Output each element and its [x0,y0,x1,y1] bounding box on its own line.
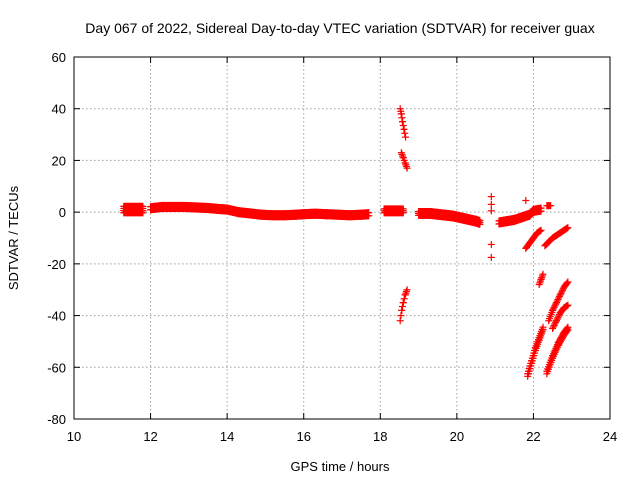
data-point [399,205,407,213]
data-point [555,294,563,302]
data-markers [120,105,572,380]
y-tick-label: -20 [47,257,66,272]
data-point [551,302,559,310]
data-point [564,301,572,309]
data-point [550,321,558,329]
data-point [563,324,571,332]
data-point [538,272,546,280]
x-tick-label: 22 [526,429,540,444]
data-point [552,317,560,325]
data-point [399,152,407,160]
data-point [555,292,563,300]
data-point [564,278,572,286]
x-tick-label: 16 [296,429,310,444]
data-point [551,320,559,328]
data-point [398,118,406,126]
x-tick-label: 24 [603,429,617,444]
y-axis-label: SDTVAR / TECUs [6,185,21,290]
x-tick-label: 12 [143,429,157,444]
data-point [553,297,561,305]
y-tick-label: -40 [47,309,66,324]
data-point [555,312,563,320]
data-point [536,279,544,287]
data-point [554,296,562,304]
data-point [549,305,557,313]
data-point [398,303,406,311]
data-point [537,226,545,234]
data-point [549,325,557,332]
data-point [539,270,547,278]
data-point [549,323,557,331]
data-point [398,306,406,314]
y-tick-label: 20 [52,153,66,168]
data-point [552,299,560,307]
data-point [397,312,405,320]
axis-ticks: 10 12 14 16 18 20 22 24 -80 -60 -40 -20 0 20 40 60 [47,50,617,444]
data-point [535,281,543,289]
x-tick-label: 14 [220,429,234,444]
x-axis-label: GPS time / hours [291,459,390,474]
data-point [400,295,408,303]
data-point [397,149,405,157]
data-point [536,277,544,285]
data-point [396,317,404,325]
data-point [398,150,406,158]
y-tick-label: -80 [47,412,66,427]
data-point [401,291,409,299]
y-tick-label: 40 [52,102,66,117]
data-point [403,286,411,294]
data-point [487,253,495,261]
plot-frame [73,56,611,420]
y-tick-label: 0 [59,205,66,220]
data-point [476,217,484,225]
data-point [564,224,572,232]
data-point [399,299,407,307]
data-point [365,209,373,217]
data-point [399,122,407,130]
data-point [556,291,564,299]
data-point [538,274,546,282]
data-point [547,202,555,210]
y-tick-label: -60 [47,360,66,375]
data-point [402,162,410,170]
data-point [487,193,495,201]
data-point [554,314,562,322]
data-point [402,287,410,295]
data-point [402,133,410,141]
data-point [557,289,565,297]
chart-title: Day 067 of 2022, Sidereal Day-to-day VTE… [85,20,594,36]
data-point [402,161,410,169]
data-point [487,200,495,208]
data-point [400,125,408,133]
y-tick-label: 60 [52,50,66,65]
data-point [522,197,530,205]
data-point [552,300,560,308]
data-point [539,323,547,331]
data-point [139,202,147,210]
data-point [537,204,545,212]
data-point [559,286,567,294]
data-point [537,275,545,283]
data-point [558,288,566,296]
data-point [487,240,495,248]
data-point [552,318,560,326]
data-point [553,315,561,323]
x-tick-label: 20 [450,429,464,444]
data-point [564,323,572,331]
data-point [401,129,409,137]
data-point [563,279,571,287]
data-point [549,306,557,314]
x-tick-label: 10 [67,429,81,444]
data-point [550,303,558,311]
data-point [487,207,495,215]
data-point [402,289,410,297]
data-point [401,159,409,167]
x-tick-label: 18 [373,429,387,444]
data-point [403,164,411,172]
